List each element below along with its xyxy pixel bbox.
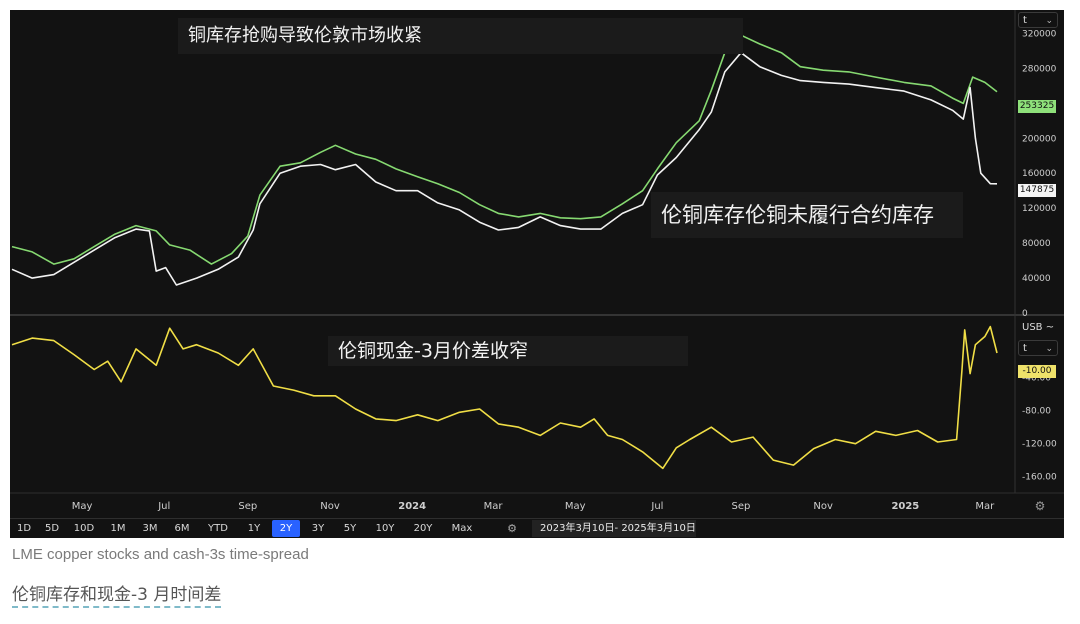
x-tick-label: 2025 [891,501,919,512]
x-tick-label: May [72,501,93,512]
timeframe-5d-button[interactable]: 5D [44,523,60,534]
timeframe-1d-button[interactable]: 1D [16,523,32,534]
timeframe-3y-button[interactable]: 3Y [311,523,325,534]
x-tick-label: Sep [238,501,257,512]
y-tick-label: -160.00 [1022,473,1057,483]
timeframe-5y-button[interactable]: 5Y [343,523,357,534]
unit-label-bottom: t [1023,343,1027,354]
chevron-down-icon: ⌄ [1045,16,1053,26]
timeframe-2y-button[interactable]: 2Y [272,520,300,537]
x-tick-label: Jul [157,501,170,512]
gear-icon[interactable]: ⚙ [1034,499,1046,513]
x-tick-label: Nov [813,501,833,512]
timeframe-1y-button[interactable]: 1Y [247,523,261,534]
y-tick-label: 280000 [1022,64,1057,74]
series-line-stocks_green [11,34,998,265]
spread-series-annotation: 伦铜现金-3月价差收窄 [328,336,688,366]
timeframe-10y-button[interactable]: 10Y [375,523,395,534]
y-tick-label: -40.00 [1022,374,1051,384]
x-tick-label: Mar [484,501,504,512]
x-tick-label: Mar [975,501,995,512]
spread-last-value-tag: -10.00 [1018,365,1056,378]
unit-selector-bottom[interactable]: t ⌄ [1018,340,1058,356]
x-tick-label: Nov [320,501,340,512]
x-tick-label: Sep [732,501,751,512]
unit-label-top: t [1023,15,1027,26]
y-tick-label: 80000 [1022,239,1051,249]
y-tick-label: 40000 [1022,274,1051,284]
series-line-cancelled_white [11,51,998,286]
currency-selector[interactable]: USB ~ [1018,320,1058,336]
y-tick-label: 320000 [1022,29,1057,39]
y-tick-label: -80.00 [1022,407,1051,417]
timeframe-bar: 1D 5D 10D 1M 3M 6M YTD 1Y 2Y 3Y 5Y 10Y 20Y Max ⚙ 2023… [10,518,1064,538]
timeframe-10d-button[interactable]: 10D [73,523,95,534]
unit-selector-top[interactable]: t ⌄ [1018,12,1058,28]
timeframe-ytd-button[interactable]: YTD [208,523,228,534]
chart-frame: 0400008000012000016000020000024000028000… [10,10,1064,538]
date-range-label[interactable]: 2023年3月10日- 2025年3月10日 [532,520,696,537]
x-tick-label: May [565,501,586,512]
y-tick-label: 120000 [1022,204,1057,214]
timeframe-3m-button[interactable]: 3M [142,523,158,534]
caption-english: LME copper stocks and cash-3s time-sprea… [12,546,309,563]
chart-svg: 0400008000012000016000020000024000028000… [10,10,1064,512]
stocks-title-annotation: 铜库存抢购导致伦敦市场收紧 [178,18,743,54]
timeframe-max-button[interactable]: Max [451,523,473,534]
stocks-last-value-tag: 253325 [1018,100,1056,113]
series-line-spread_yellow [11,325,998,470]
x-tick-label: 2024 [398,501,426,512]
x-tick-label: Jul [650,501,663,512]
cancelled-last-value-tag: 147875 [1018,184,1056,197]
chevron-down-icon: ⌄ [1045,344,1053,354]
y-tick-label: 160000 [1022,169,1057,179]
gear-icon[interactable]: ⚙ [507,522,517,535]
y-tick-label: 200000 [1022,134,1057,144]
timeframe-1m-button[interactable]: 1M [110,523,126,534]
timeframe-20y-button[interactable]: 20Y [413,523,433,534]
y-tick-label: -120.00 [1022,440,1057,450]
timeframe-6m-button[interactable]: 6M [174,523,190,534]
y-tick-label: 0 [1022,309,1028,319]
caption-chinese: 伦铜库存和现金-3 月时间差 [12,580,222,608]
stocks-series-annotation: 伦铜库存伦铜未履行合约库存 [651,192,963,238]
